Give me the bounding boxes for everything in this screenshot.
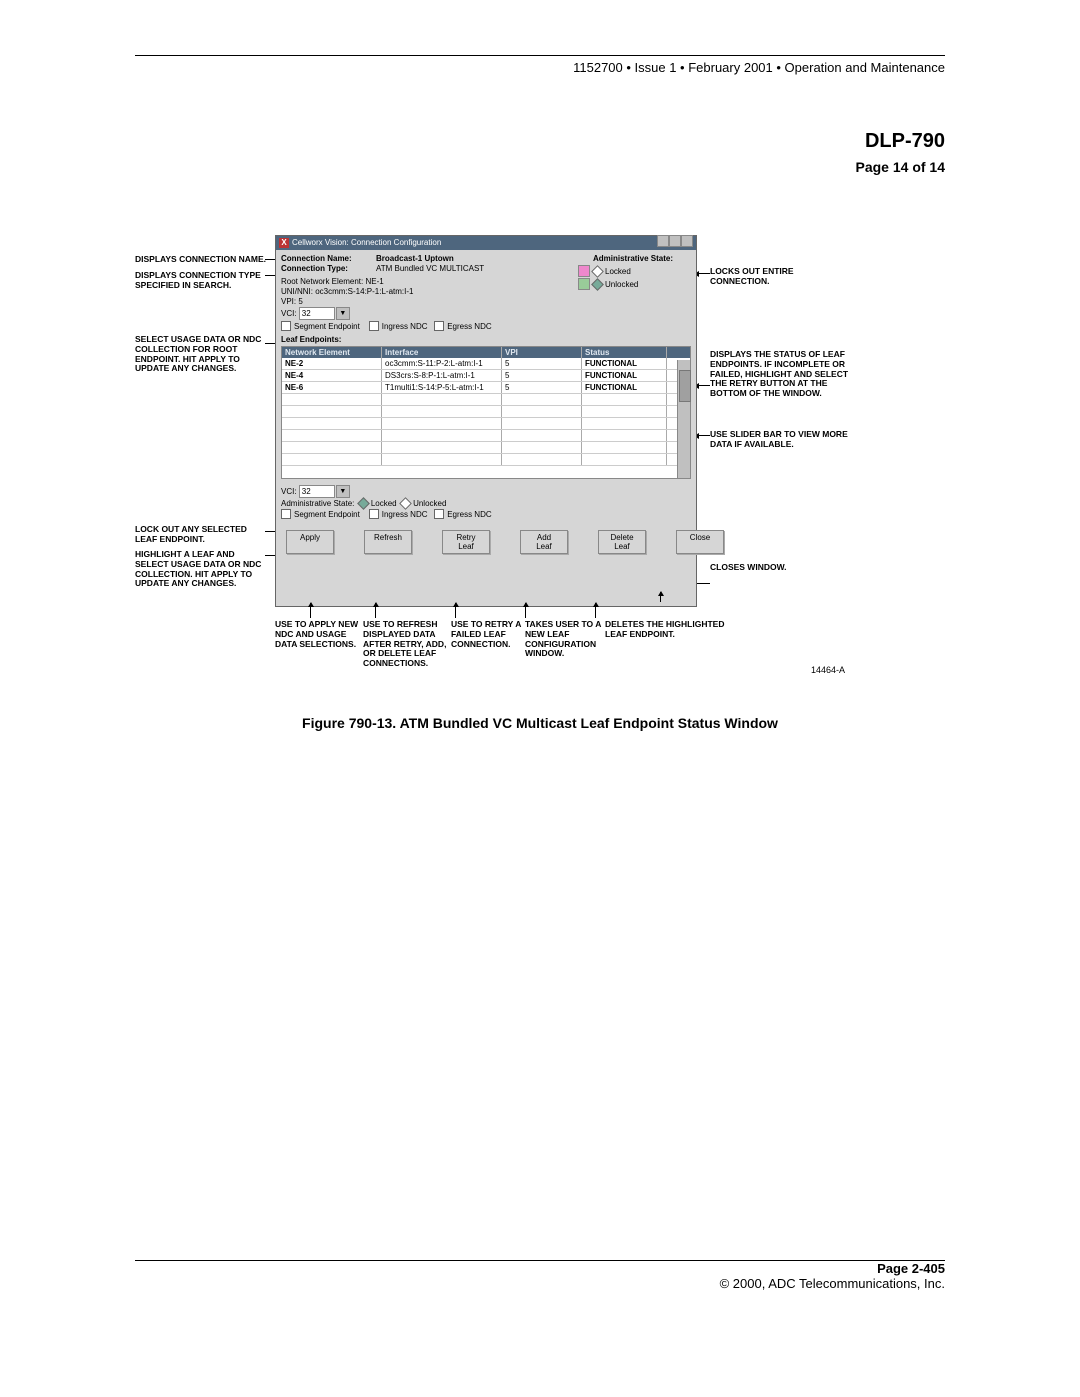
egress2-label: Egress NDC <box>447 510 491 519</box>
admin-state-box: Administrative State: Locked Unlocked <box>578 254 688 291</box>
conn-type: ATM Bundled VC MULTICAST <box>376 264 484 273</box>
figure-caption: Figure 790-13. ATM Bundled VC Multicast … <box>135 715 945 731</box>
locked2-label: Locked <box>371 499 397 508</box>
leaf-endpoints-label: Leaf Endpoints: <box>281 335 691 344</box>
callout-delete: DELETES THE HIGHLIGHTED LEAF ENDPOINT. <box>605 620 725 640</box>
seg-endpoint2-check[interactable] <box>281 509 291 519</box>
vci2-dropdown[interactable]: ▼ <box>336 485 350 498</box>
titlebar[interactable]: X Cellworx Vision: Connection Configurat… <box>276 236 696 250</box>
window-buttons[interactable] <box>657 235 693 252</box>
callout-slider: USE SLIDER BAR TO VIEW MORE DATA IF AVAI… <box>710 430 850 450</box>
callout-usage: SELECT USAGE DATA OR NDC COLLECTION FOR … <box>135 335 270 374</box>
page-num: Page 14 of 14 <box>135 159 945 175</box>
window-title: Cellworx Vision: Connection Configuratio… <box>292 236 441 250</box>
uni-nni: UNI/NNI: oc3cmm:S-14:P-1:L-atm:I-1 <box>281 287 413 296</box>
window: X Cellworx Vision: Connection Configurat… <box>275 235 697 607</box>
callout-lockout: LOCK OUT ANY SELECTED LEAF ENDPOINT. <box>135 525 270 545</box>
retry-leaf-button[interactable]: Retry Leaf <box>442 530 490 554</box>
callout-closes: CLOSES WINDOW. <box>710 563 830 573</box>
unlock-icon <box>578 278 590 290</box>
seg-endpoint2-label: Segment Endpoint <box>294 510 360 519</box>
locked2-radio[interactable] <box>357 497 370 510</box>
ingress2-check[interactable] <box>369 509 379 519</box>
scroll-thumb[interactable] <box>679 370 691 402</box>
unlocked2-label: Unlocked <box>413 499 446 508</box>
egress-check[interactable] <box>434 321 444 331</box>
callout-status: DISPLAYS THE STATUS OF LEAF ENDPOINTS. I… <box>710 350 860 399</box>
leaf-table: Network Element Interface VPI Status NE-… <box>281 346 691 479</box>
callout-refresh: USE TO REFRESH DISPLAYED DATA AFTER RETR… <box>363 620 453 669</box>
conn-name-label: Connection Name: <box>281 254 376 263</box>
th-if[interactable]: Interface <box>382 347 502 358</box>
vci-dropdown[interactable]: ▼ <box>336 307 350 320</box>
locked-label: Locked <box>605 267 631 276</box>
unlocked-label: Unlocked <box>605 280 638 289</box>
table-row[interactable]: NE-4 DS3crs:S-8:P-1:L-atm:I-1 5 FUNCTION… <box>282 370 690 382</box>
header-line: 1152700 • Issue 1 • February 2001 • Oper… <box>135 60 945 75</box>
delete-leaf-button[interactable]: Delete Leaf <box>598 530 646 554</box>
vpi: VPI: 5 <box>281 297 303 306</box>
unlocked2-radio[interactable] <box>399 497 412 510</box>
th-status[interactable]: Status <box>582 347 667 358</box>
egress2-check[interactable] <box>434 509 444 519</box>
admin-state-title: Administrative State: <box>578 254 688 263</box>
root-ne: Root Network Element: NE-1 <box>281 277 384 286</box>
callout-add: TAKES USER TO A NEW LEAF CONFIGURATION W… <box>525 620 605 659</box>
callout-highlight: HIGHLIGHT A LEAF AND SELECT USAGE DATA O… <box>135 550 270 589</box>
scrollbar[interactable] <box>677 360 690 478</box>
ingress-check[interactable] <box>369 321 379 331</box>
seg-endpoint-label: Segment Endpoint <box>294 322 360 331</box>
conn-type-label: Connection Type: <box>281 264 376 273</box>
vci-field[interactable]: 32 <box>299 307 335 320</box>
th-ne[interactable]: Network Element <box>282 347 382 358</box>
ingress-label: Ingress NDC <box>382 322 428 331</box>
refresh-button[interactable]: Refresh <box>364 530 412 554</box>
vci2-label: VCI: <box>281 487 297 496</box>
conn-name: Broadcast-1 Uptown <box>376 254 454 263</box>
vci-label: VCI: <box>281 309 297 318</box>
callout-locks-out: LOCKS OUT ENTIRE CONNECTION. <box>710 267 850 287</box>
footer-page: Page 2-405 <box>135 1261 945 1276</box>
close-icon[interactable]: X <box>279 238 289 248</box>
apply-button[interactable]: Apply <box>286 530 334 554</box>
vci2-field[interactable]: 32 <box>299 485 335 498</box>
figure-id: 14464-A <box>811 665 845 675</box>
callout-apply: USE TO APPLY NEW NDC AND USAGE DATA SELE… <box>275 620 360 649</box>
ingress2-label: Ingress NDC <box>382 510 428 519</box>
add-leaf-button[interactable]: Add Leaf <box>520 530 568 554</box>
unlocked-radio[interactable] <box>591 278 604 291</box>
callout-retry: USE TO RETRY A FAILED LEAF CONNECTION. <box>451 620 526 649</box>
callout-conn-type: DISPLAYS CONNECTION TYPE SPECIFIED IN SE… <box>135 271 270 291</box>
locked-radio[interactable] <box>591 265 604 278</box>
close-button[interactable]: Close <box>676 530 724 554</box>
seg-endpoint-check[interactable] <box>281 321 291 331</box>
dlp-number: DLP-790 <box>135 130 945 153</box>
th-vpi[interactable]: VPI <box>502 347 582 358</box>
footer-copyright: © 2000, ADC Telecommunications, Inc. <box>135 1276 945 1291</box>
table-row[interactable]: NE-6 T1multi1:S-14:P-5:L-atm:I-1 5 FUNCT… <box>282 382 690 394</box>
table-row[interactable]: NE-2 oc3cmm:S-11:P-2:L-atm:I-1 5 FUNCTIO… <box>282 358 690 370</box>
egress-label: Egress NDC <box>447 322 491 331</box>
admin-state2-label: Administrative State: <box>281 499 354 508</box>
lock-icon <box>578 265 590 277</box>
callout-conn-name: DISPLAYS CONNECTION NAME. <box>135 255 270 265</box>
